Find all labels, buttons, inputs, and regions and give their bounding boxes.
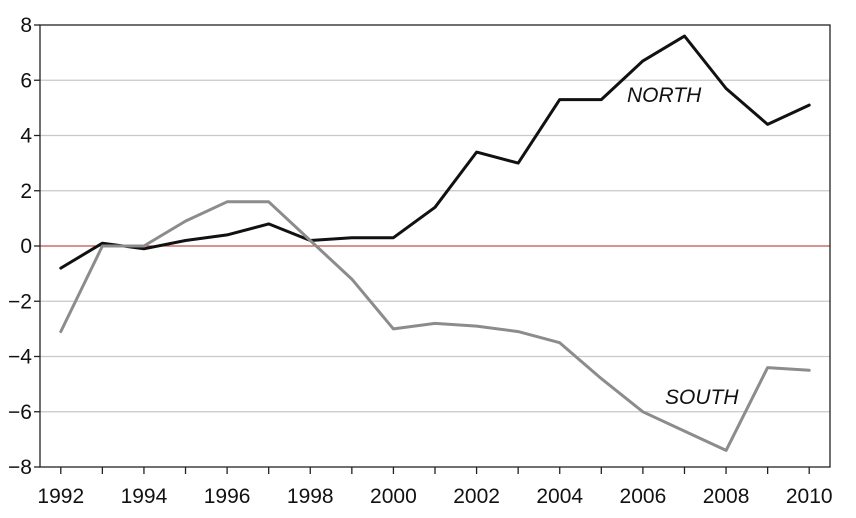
x-tick-label: 2004 [536,485,583,508]
x-axis-tick-labels: 1992 1994 1996 1998 2000 2002 2004 2006 2008 2010 [37,485,832,508]
y-tick-label: −4 [8,346,32,369]
plot-frame-group [34,24,831,474]
series-line-south [59,200,811,452]
x-tick-label: 2010 [786,485,833,508]
x-tick-label: 2000 [370,485,417,508]
x-tick-label: 2006 [620,485,667,508]
series-line-north [59,34,811,270]
series-label-north: NORTH [627,84,702,107]
x-tick-label: 1994 [121,485,168,508]
series-labels: NORTH SOUTH [627,84,739,409]
y-tick-label: 2 [20,180,32,203]
x-tick-label: 2002 [453,485,500,508]
x-tick-label: 1996 [204,485,251,508]
y-tick-label: 0 [20,235,32,258]
series-group [59,34,811,452]
y-tick-label: −8 [8,456,32,479]
y-tick-label: −6 [8,401,32,424]
y-tick-label: 4 [20,125,32,148]
x-tick-label: 1992 [37,485,84,508]
y-tick-label: −2 [8,290,32,313]
x-tick-label: 1998 [287,485,334,508]
y-axis-tick-labels: 8 6 4 2 0 −2 −4 −6 −8 [8,14,32,479]
grid-lines [40,79,830,413]
y-tick-label: 6 [20,69,32,92]
y-tick-label: 8 [20,14,32,37]
x-tick-label: 2008 [703,485,750,508]
series-label-south: SOUTH [665,386,739,409]
